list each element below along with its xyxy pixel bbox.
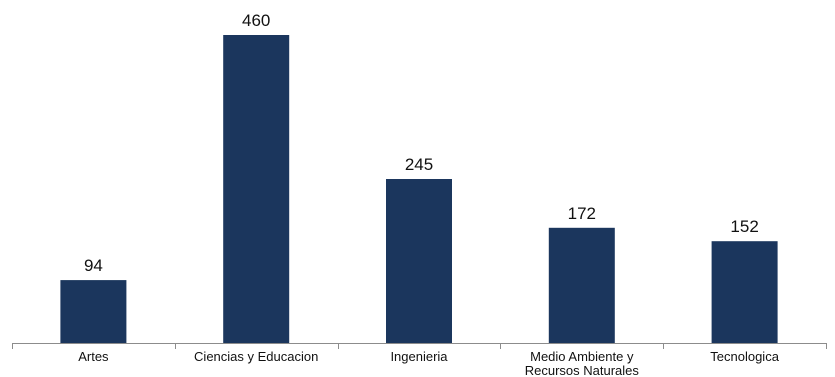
value-labels-group: 94 460 245 172 152 xyxy=(84,11,759,275)
bar-value-label: 172 xyxy=(568,204,596,223)
x-axis-label: Artes xyxy=(78,349,109,364)
x-axis-label: Medio Ambiente y Recursos Naturales xyxy=(525,349,640,377)
x-axis-ticks xyxy=(12,343,827,349)
bar-value-label: 245 xyxy=(405,155,433,174)
bars-group xyxy=(60,35,778,343)
bar-value-label: 94 xyxy=(84,256,103,275)
x-axis-label: Tecnologica xyxy=(710,349,779,364)
bar-artes xyxy=(60,280,127,343)
x-axis-label: Ingenieria xyxy=(390,349,448,364)
bar-value-label: 460 xyxy=(242,11,270,30)
bar-ciencias-y-educacion xyxy=(223,35,290,343)
x-axis-label: Ciencias y Educacion xyxy=(194,349,318,364)
bar-value-label: 152 xyxy=(730,217,758,236)
bar-ingenieria xyxy=(386,179,452,343)
x-axis-labels: Artes Ciencias y Educacion Ingenieria Medio… xyxy=(78,349,779,377)
bar-medio-ambiente-y-recursos-naturales xyxy=(548,227,615,343)
bar-tecnologica xyxy=(711,241,778,343)
